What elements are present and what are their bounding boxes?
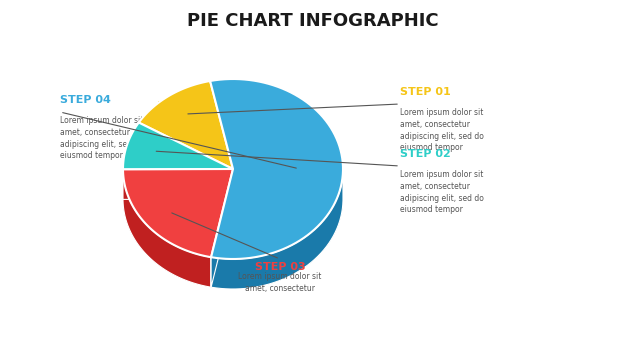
- Polygon shape: [211, 169, 233, 287]
- Text: STEP 02: STEP 02: [400, 149, 451, 159]
- Text: Lorem ipsum dolor sit
amet, consectetur
adipiscing elit, sed do
eiusmod tempor: Lorem ipsum dolor sit amet, consectetur …: [400, 170, 484, 214]
- Polygon shape: [211, 169, 233, 287]
- Text: Lorem ipsum dolor sit
amet, consectetur: Lorem ipsum dolor sit amet, consectetur: [239, 272, 322, 293]
- Text: STEP 04: STEP 04: [60, 95, 111, 105]
- Text: PIE CHART INFOGRAPHIC: PIE CHART INFOGRAPHIC: [187, 12, 439, 30]
- Text: STEP 01: STEP 01: [400, 87, 451, 97]
- Polygon shape: [123, 169, 211, 287]
- Polygon shape: [210, 79, 343, 259]
- Text: 10%: 10%: [158, 146, 182, 156]
- Text: 65%: 65%: [271, 154, 294, 164]
- Text: Lorem ipsum dolor sit
amet, consectetur
adipiscing elit, sed do
eiusmod tempor: Lorem ipsum dolor sit amet, consectetur …: [60, 116, 144, 161]
- Polygon shape: [123, 122, 233, 169]
- Text: 15%: 15%: [157, 101, 180, 111]
- Text: 25%: 25%: [143, 199, 167, 209]
- Text: Lorem ipsum dolor sit
amet, consectetur
adipiscing elit, sed do
eiusmod tempor: Lorem ipsum dolor sit amet, consectetur …: [400, 108, 484, 152]
- Ellipse shape: [123, 109, 343, 289]
- Polygon shape: [123, 169, 233, 200]
- Polygon shape: [123, 169, 233, 257]
- Polygon shape: [123, 169, 233, 200]
- Text: STEP 03: STEP 03: [255, 262, 305, 272]
- Polygon shape: [211, 171, 343, 289]
- Polygon shape: [139, 81, 233, 169]
